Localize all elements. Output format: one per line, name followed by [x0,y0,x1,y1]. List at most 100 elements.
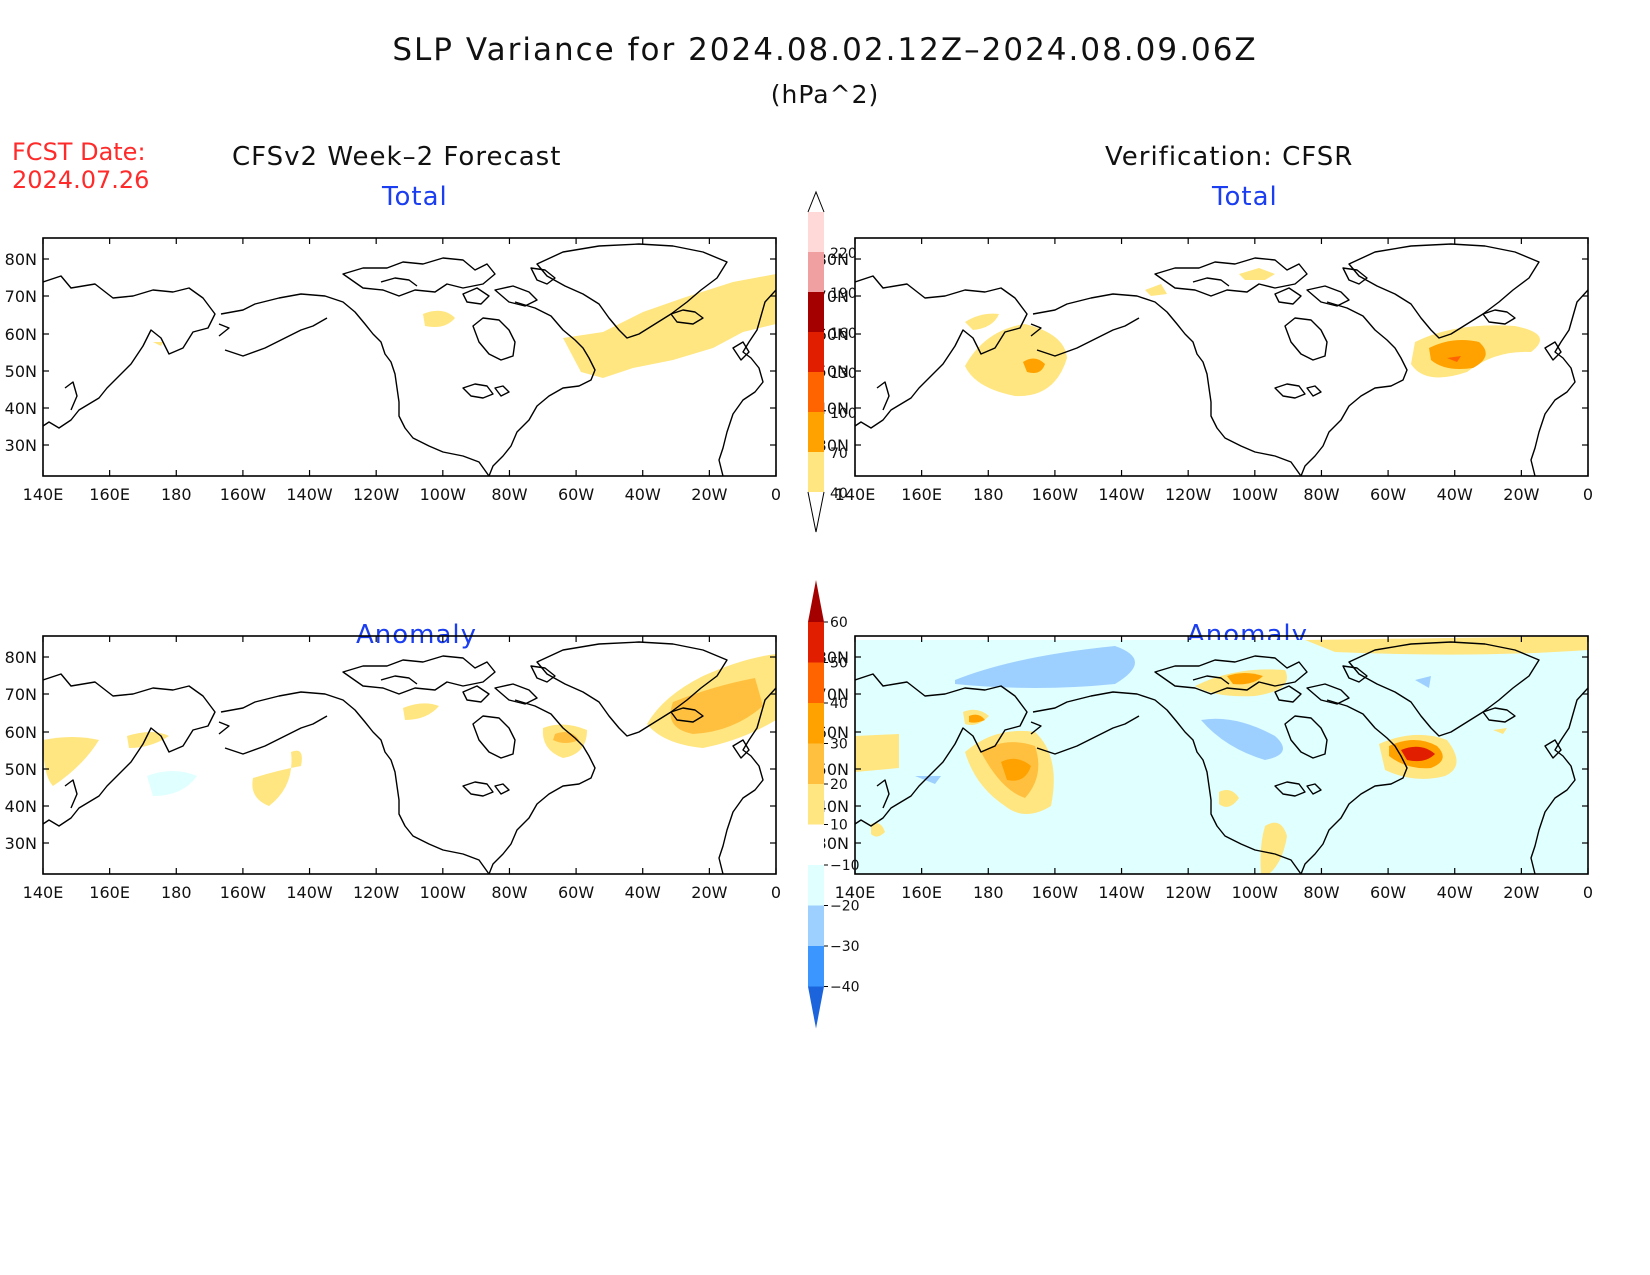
lat-tick-label: 70N [5,287,37,306]
anomaly-colorbar-label: −40 [830,980,860,996]
map-frame [854,237,1589,477]
lon-tick-label: 0 [771,485,781,504]
lon-tick-label: 80W [491,883,527,902]
contour-fill [1401,746,1435,762]
lon-tick-label: 140W [286,883,333,902]
contour-fill [955,646,1135,688]
lon-tick-label: 140E [23,485,64,504]
lon-tick-label: 160E [901,883,942,902]
anomaly-colorbar-label: −10 [830,858,860,874]
anomaly-colorbar-label: 20 [830,777,848,793]
contour-fill [1001,758,1031,781]
total-colorbar-label: 190 [830,286,857,302]
lon-tick-label: 40W [625,883,661,902]
contour-fill [1493,728,1507,734]
total-colorbar: 40 70 100 130 160 190 220 [807,190,857,533]
map-panel-forecast-total: 140E 160E 180 160W 140W 120W 100W 80W 60W 40W 20W 0… [5,237,781,504]
lon-tick-label: 100W [1232,883,1279,902]
contour-fill [1415,676,1431,688]
lat-tick-label: 60N [5,325,37,344]
anomaly-colorbar-label: −20 [830,899,860,915]
lon-tick-label: 40W [625,485,661,504]
lon-tick-label: 160E [89,883,130,902]
coastline [43,641,776,874]
map-panel-verification-anomaly: 140E 160E 180 160W 140W 120W 100W 80W 60W 40W 20W 0… [817,635,1593,902]
contour-fill [1305,636,1588,655]
contour-fill [670,678,763,734]
lon-tick-label: 160W [1032,883,1079,902]
lon-tick-label: 140E [835,883,876,902]
lat-tick-label: 60N [5,723,37,742]
contour-fill [1227,673,1263,685]
anomaly-colorbar-label: 60 [830,615,848,631]
lon-tick-label: 180 [973,883,1004,902]
contour-fill [1219,790,1239,807]
panel-title-forecast-total: Total [382,182,448,212]
colorbar-swatch [808,452,824,492]
lon-tick-label: 140W [1098,485,1145,504]
lat-tick-label: 50N [5,760,37,779]
contour-fill [147,771,197,796]
contour-fill [1429,340,1486,369]
lon-tick-label: 0 [771,883,781,902]
anomaly-colorbar-label: 10 [830,818,848,834]
colorbar-swatch [808,703,824,744]
lon-tick-label: 60W [1370,485,1406,504]
forecast-heading: CFSv2 Week–2 Forecast [232,142,562,172]
lat-tick-label: 50N [817,362,849,381]
lon-tick-label: 140W [286,485,333,504]
lon-tick-label: 160E [901,485,942,504]
lat-tick-label: 70N [817,685,849,704]
contour-fill [871,823,885,837]
lon-tick-label: 160E [89,485,130,504]
colorbar-swatch [808,743,824,784]
lon-tick-label: 120W [1165,485,1212,504]
map-frame [854,635,1589,875]
colorbar-swatch [808,662,824,703]
lat-tick-label: 30N [817,834,849,853]
lat-tick-label: 80N [5,250,37,269]
contour-fill [1145,284,1167,296]
lon-tick-label: 160W [220,883,267,902]
lon-tick-label: 100W [420,485,467,504]
contour-fill [252,750,302,806]
contour-fill [855,640,1588,874]
anomaly-colorbar-label: 40 [830,696,848,712]
lon-tick-label: 60W [558,485,594,504]
lon-tick-label: 160W [220,485,267,504]
contour-fill [423,310,455,327]
map-frame [42,237,777,477]
contour-fill [563,274,776,378]
lat-tick-label: 40N [5,797,37,816]
colorbar-swatch [808,412,824,452]
contour-fill [43,737,99,786]
anomaly-colorbar-label: 30 [830,737,848,753]
lon-tick-label: 100W [420,883,467,902]
total-colorbar-label: 130 [830,366,857,382]
map-panels: 140E 160E 180 160W 140W 120W 100W 80W 60W 40W 20W 0… [5,237,1593,902]
contour-fill [1201,718,1283,760]
lon-tick-label: 20W [691,485,727,504]
lat-tick-label: 70N [5,685,37,704]
lon-tick-label: 40W [1437,883,1473,902]
lon-tick-label: 120W [1165,883,1212,902]
lon-tick-label: 140E [23,883,64,902]
total-colorbar-label: 160 [830,326,857,342]
panel-title-forecast-anomaly: Anomaly [356,620,478,650]
lon-tick-label: 120W [353,485,400,504]
anomaly-colorbar: 60 50 40 30 20 10 −10 −20 −30 −40 [808,580,860,1029]
lon-tick-label: 20W [1503,883,1539,902]
contour-fill [965,324,1067,397]
map-panel-verification-total: 140E 160E 180 160W 140W 120W 100W 80W 60W 40W 20W 0… [817,237,1593,504]
lon-tick-label: 180 [161,485,192,504]
contour-fill [403,703,439,720]
contour-fill [965,313,999,330]
colorbar-swatch [808,824,824,865]
anomaly-colorbar-label: −30 [830,939,860,955]
lat-tick-label: 50N [5,362,37,381]
colorbar-swatch [808,252,824,292]
map-panel-forecast-anomaly: 140E 160E 180 160W 140W 120W 100W 80W 60W 40W 20W 0… [5,635,781,902]
contour-fill [1023,358,1045,373]
lat-tick-label: 30N [817,436,849,455]
